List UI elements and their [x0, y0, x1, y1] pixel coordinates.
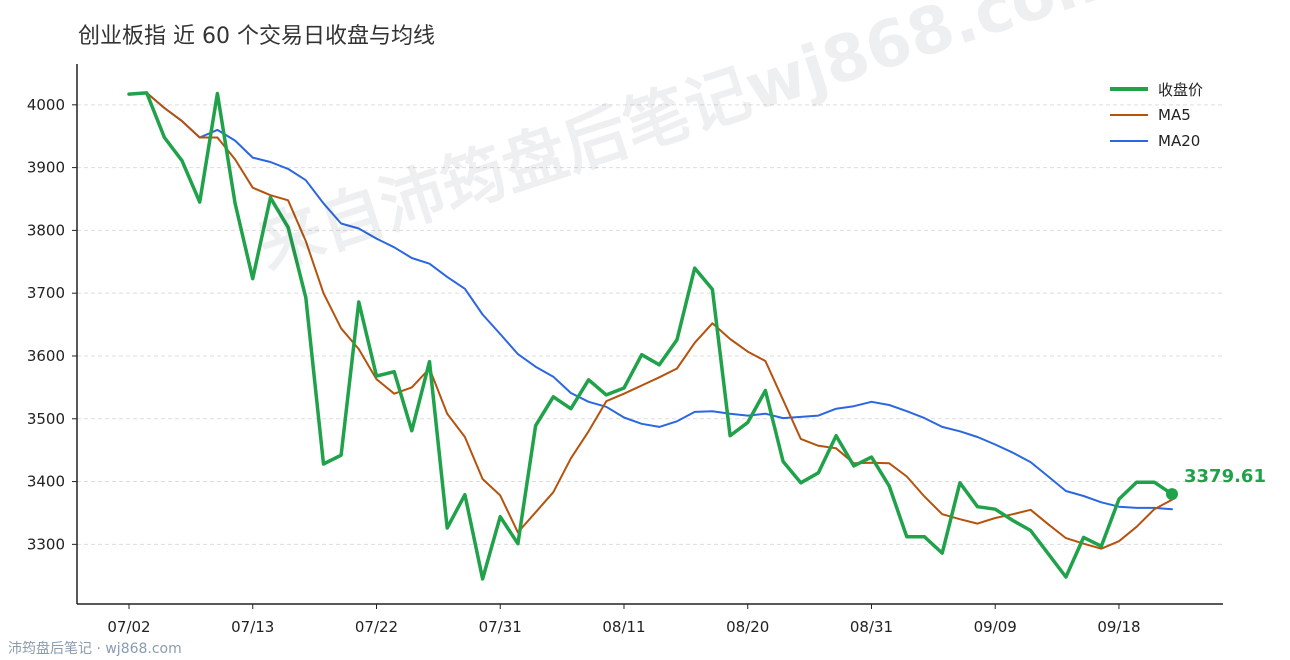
legend-label-ma20: MA20 — [1158, 132, 1201, 150]
series-line-close — [127, 91, 1174, 581]
series-layer — [127, 91, 1174, 581]
series-line-ma5 — [128, 91, 1173, 550]
legend: 收盘价 MA5 MA20 — [1110, 76, 1203, 154]
legend-swatch-close — [1110, 87, 1148, 91]
x-tick-label: 09/18 — [1097, 618, 1140, 636]
y-tick-label: 3300 — [27, 535, 65, 553]
legend-label-close: 收盘价 — [1158, 80, 1204, 99]
legend-label-ma5: MA5 — [1158, 106, 1191, 124]
x-tick-label: 09/09 — [974, 618, 1017, 636]
last-point-marker — [1166, 488, 1178, 501]
legend-item-ma5: MA5 — [1110, 102, 1203, 128]
y-tick-label: 3700 — [27, 284, 65, 302]
x-tick-label: 07/13 — [231, 618, 274, 636]
annotations: 3379.61 — [1166, 466, 1266, 501]
x-tick-label: 07/22 — [355, 618, 398, 636]
x-tick-label: 08/31 — [850, 618, 893, 636]
series-line-ma20 — [128, 91, 1173, 511]
x-tick-label: 08/20 — [726, 618, 769, 636]
axes: 3300 3400 3500 3600 3700 3800 3900 4000 07/02 07/… — [27, 64, 1223, 636]
y-tick-label: 3800 — [27, 221, 65, 239]
x-tick-label: 07/02 — [107, 618, 150, 636]
y-tick-label: 4000 — [27, 96, 65, 114]
y-tick-label: 3500 — [27, 410, 65, 428]
y-tick-label: 3900 — [27, 159, 65, 177]
footer-credit: 沛筠盘后笔记 · wj868.com — [8, 641, 182, 657]
x-tick-label: 07/31 — [479, 618, 522, 636]
grid-lines — [77, 104, 1223, 545]
y-tick-label: 3400 — [27, 473, 65, 491]
legend-swatch-ma20 — [1110, 140, 1148, 142]
legend-item-close: 收盘价 — [1110, 76, 1203, 102]
legend-item-ma20: MA20 — [1110, 128, 1203, 154]
x-tick-label: 08/11 — [602, 618, 645, 636]
last-value-label: 3379.61 — [1184, 466, 1266, 487]
legend-swatch-ma5 — [1110, 114, 1148, 116]
y-tick-label: 3600 — [27, 347, 65, 365]
chart-title: 创业板指 近 60 个交易日收盘与均线 — [78, 24, 435, 49]
